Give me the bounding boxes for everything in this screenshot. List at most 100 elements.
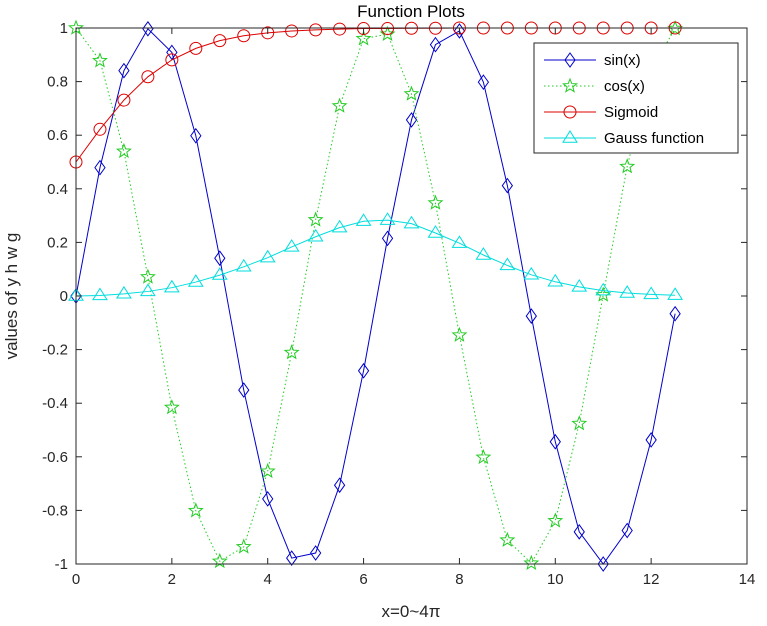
data-point [523,554,540,570]
x-tick-label: 2 [168,571,176,588]
data-point [189,41,203,55]
data-point [187,274,204,287]
data-point [285,24,299,38]
legend-label: Sigmoid [604,104,658,121]
data-point [547,273,564,287]
data-point [357,22,371,36]
data-point [94,159,106,176]
data-point [427,194,444,210]
data-point [238,382,250,398]
data-point [333,477,346,494]
data-point [381,230,394,247]
x-tick-label: 14 [739,571,756,588]
y-tick-label: -0.8 [42,502,68,519]
data-point [405,112,418,128]
series-3 [68,212,684,301]
data-point [91,52,108,68]
y-tick-label: -0.6 [42,449,68,466]
data-point [547,512,564,528]
y-tick-label: 1 [60,20,68,37]
data-point [333,22,347,36]
data-point [453,23,466,39]
data-point [619,285,636,298]
data-point [475,247,492,260]
data-point [475,448,492,465]
data-point [309,545,322,561]
data-point [595,282,612,296]
data-point [214,250,226,267]
chart-title: Function Plots [357,2,465,21]
legend-label: sin(x) [604,52,641,69]
data-point [92,287,108,301]
y-tick-label: 0.2 [47,234,68,251]
data-point [187,502,204,518]
x-tick-label: 12 [643,571,660,588]
data-point [595,286,612,302]
y-tick-label: -1 [55,556,68,573]
data-point [235,538,252,554]
data-point [619,158,636,174]
data-point [211,267,228,280]
data-point [451,326,468,342]
data-point [501,177,514,194]
data-point [163,399,180,415]
x-tick-label: 4 [264,571,272,588]
tick-layer: 0 2 4 6 8 10 12 14 -1 -0.8 -0.6 -0.4 -0.2 0 0.2 0.4 0.6 0… [42,20,755,588]
legend-label: Gauss function [604,130,704,147]
x-tick-label: 8 [455,571,463,588]
data-point [523,266,540,280]
data-point [142,20,154,37]
x-tick-label: 0 [72,571,80,588]
data-point [427,225,444,238]
data-point [571,415,588,431]
y-tick-label: 0 [60,288,68,305]
series-0 [70,20,681,572]
data-point [667,287,684,300]
data-point [355,30,372,46]
data-point [309,23,323,37]
legend-marker [562,130,578,143]
data-point [499,531,516,547]
legend-label: cos(x) [604,78,645,95]
data-point [93,122,107,136]
y-tick-label: -0.2 [42,342,68,359]
data-point [115,142,132,159]
data-point [355,213,372,226]
data-point [259,249,276,263]
x-axis-label: x=0~4π [382,602,441,621]
data-point [499,257,516,271]
data-point [283,239,300,252]
data-point [307,228,324,242]
data-point [571,278,588,292]
data-point [259,462,276,479]
data-point [261,26,275,40]
y-tick-label: -0.4 [42,395,68,412]
data-point [621,522,633,539]
data-point [213,34,227,48]
data-point [573,523,585,540]
series-line [75,27,676,565]
data-point [283,344,300,360]
data-point [379,212,396,225]
data-point [163,279,180,293]
data-point [286,550,298,566]
data-point [525,308,537,324]
legend: sin(x) cos(x) Sigmoid Gauss function [533,42,739,154]
data-point [118,62,130,79]
data-point [643,286,660,300]
x-tick-label: 10 [547,571,564,588]
data-point [139,283,156,297]
data-point [667,20,684,36]
data-point [307,211,324,227]
legend-marker [564,52,576,68]
y-axis-label: values of y h w g [2,233,21,360]
series-line [75,27,676,565]
data-point [235,258,252,272]
data-point [262,491,274,507]
data-point [331,219,348,233]
x-tick-label: 6 [359,571,367,588]
data-point [190,127,202,144]
data-point [477,74,490,90]
data-point [381,22,395,36]
